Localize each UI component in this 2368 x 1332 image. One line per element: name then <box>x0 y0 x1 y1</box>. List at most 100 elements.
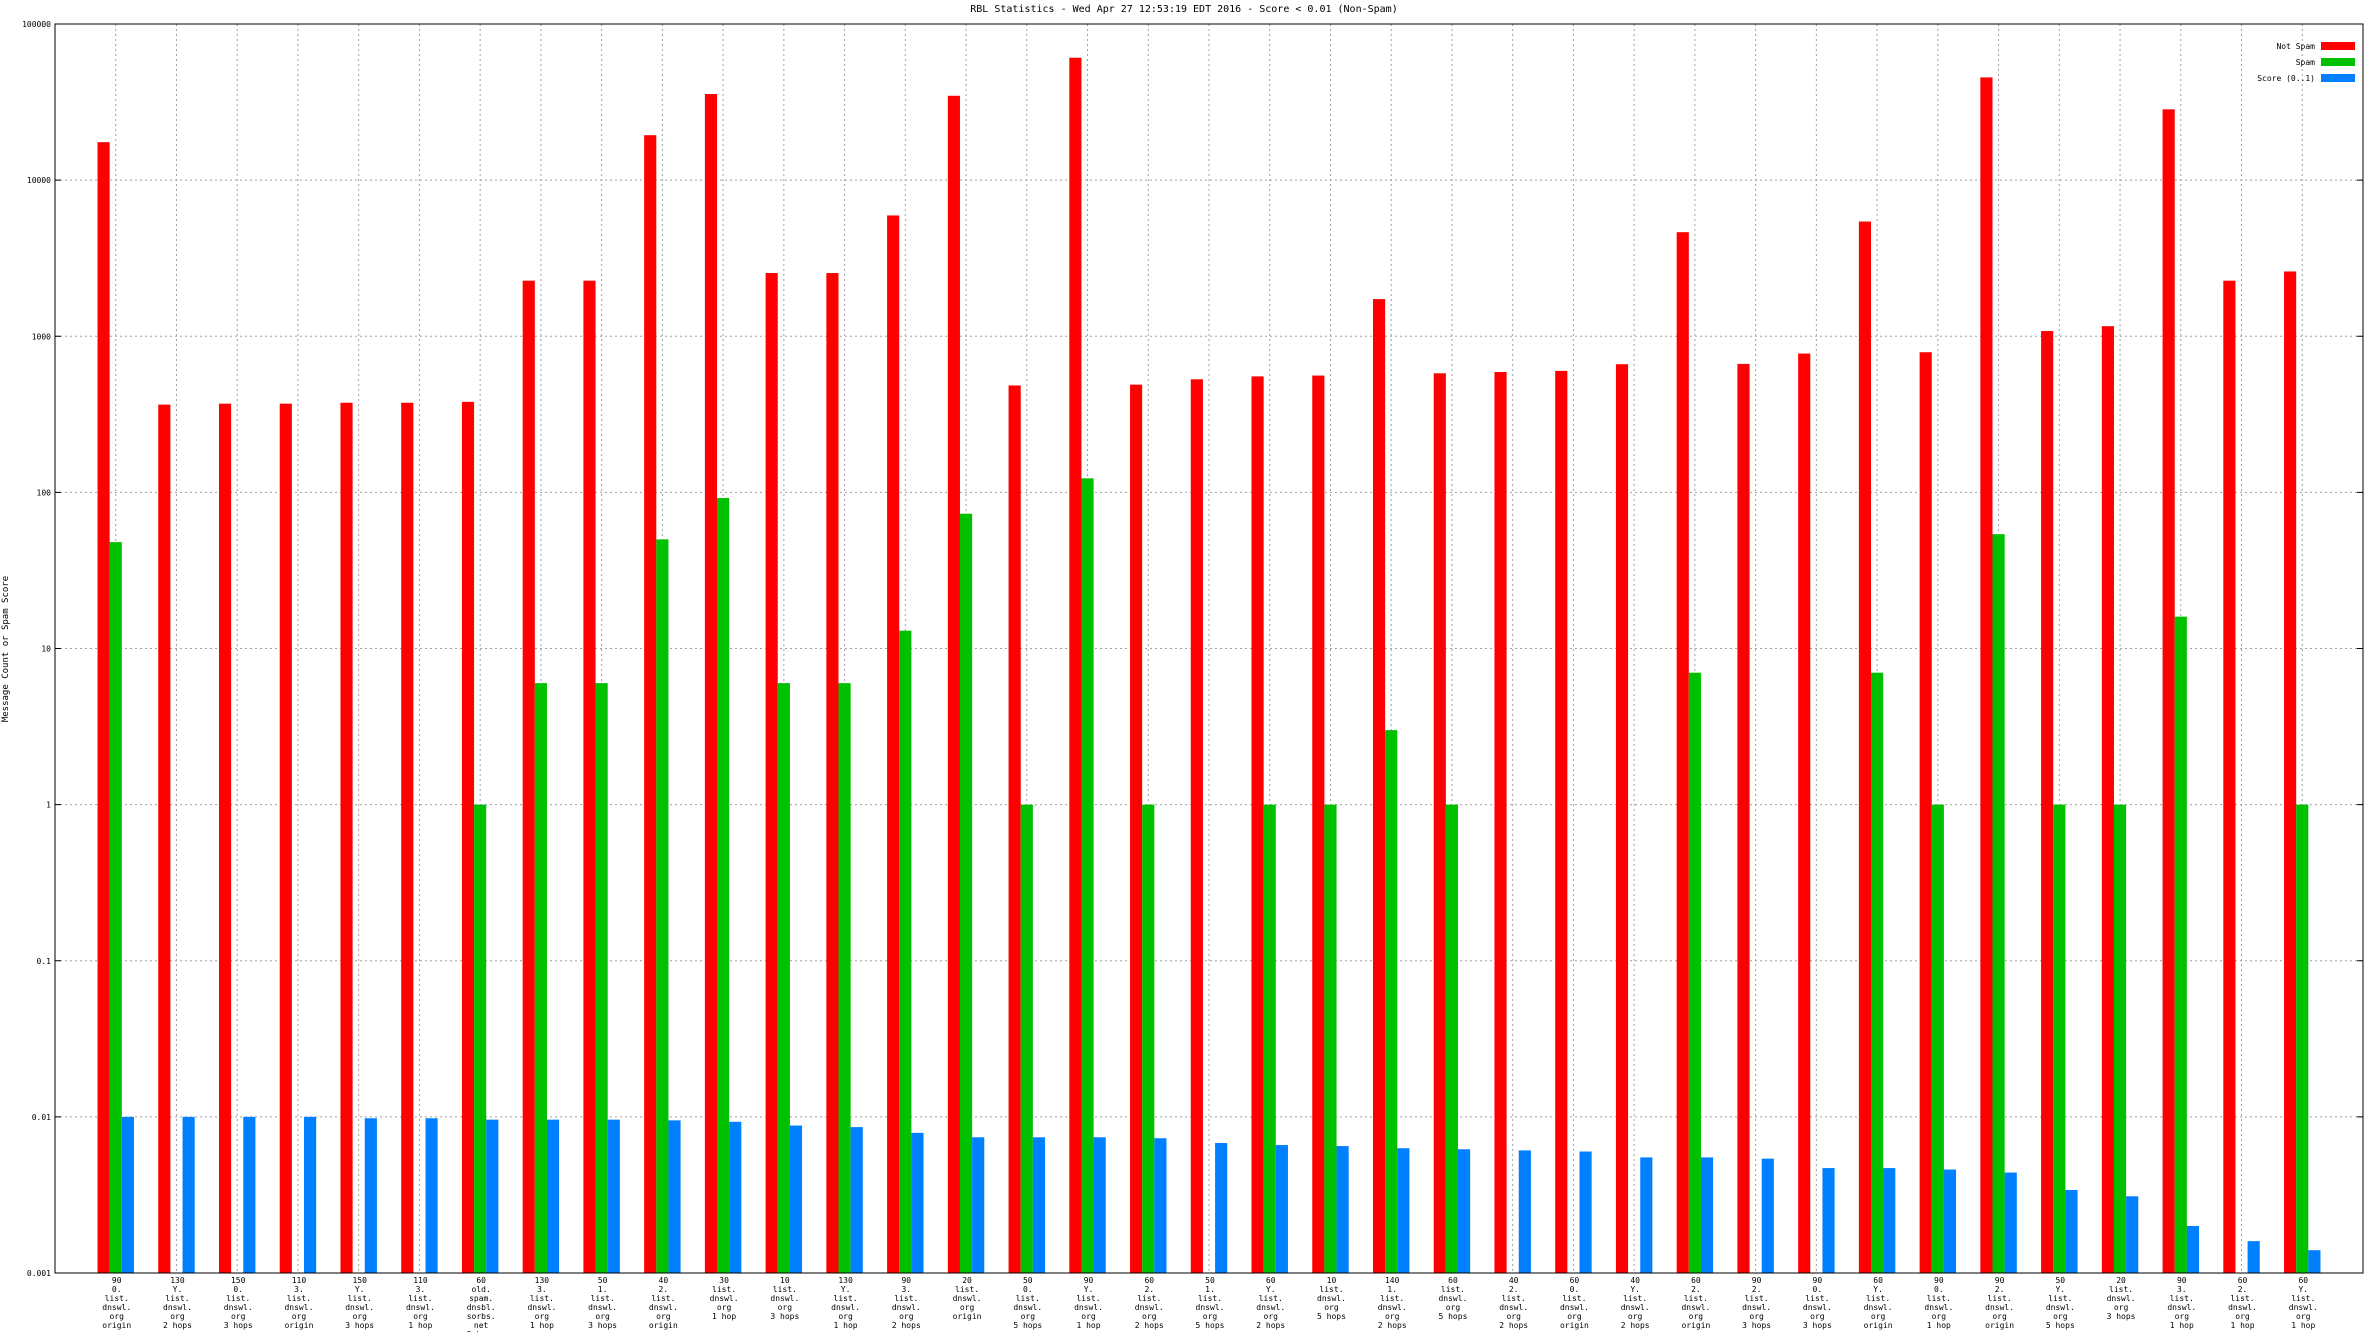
label-line: org <box>352 1312 367 1321</box>
bar <box>522 280 535 1273</box>
x-tick-label: 50 0. list. dnswl. org 5 hops <box>1013 1276 1042 1330</box>
label-line: list. <box>1805 1294 1829 1303</box>
bar <box>1093 1137 1106 1273</box>
x-tick-label: 50 1. list. dnswl. org 3 hops <box>588 1276 617 1330</box>
label-line: org <box>778 1303 793 1312</box>
label-line: 90 <box>112 1276 122 1285</box>
bar <box>1640 1157 1653 1273</box>
legend-label: Score (0..1) <box>2257 74 2315 83</box>
bar <box>364 1118 377 1273</box>
bar <box>109 542 122 1273</box>
bar <box>2065 1190 2078 1273</box>
y-tick-label: 100 <box>37 488 52 497</box>
bar <box>729 1121 742 1273</box>
bar <box>668 1120 681 1273</box>
label-line: dnswl. <box>284 1303 313 1312</box>
x-tick-label: 140 1. list. dnswl. org 2 hops <box>1378 1276 1407 1330</box>
bar <box>2296 804 2309 1273</box>
label-line: org <box>2296 1312 2311 1321</box>
label-line: dnswl. <box>1681 1303 1710 1312</box>
x-tick-label: 90 0. list. dnswl. org origin <box>102 1276 131 1330</box>
label-line: org <box>1021 1312 1036 1321</box>
label-line: list. <box>1259 1294 1283 1303</box>
label-line: origin <box>1864 1321 1893 1330</box>
bar <box>1433 373 1446 1273</box>
label-line: 3. <box>416 1285 426 1294</box>
label-line: 1 hop <box>2230 1321 2254 1330</box>
label-line: dnswl. <box>1317 1294 1346 1303</box>
label-line: dnswl. <box>831 1303 860 1312</box>
label-line: dnswl. <box>649 1303 678 1312</box>
label-line: 60 <box>1873 1276 1883 1285</box>
label-line: list. <box>1502 1294 1526 1303</box>
bar <box>1822 1168 1835 1273</box>
label-line: 1 hop <box>834 1321 858 1330</box>
label-line: Y. <box>1084 1285 1094 1294</box>
label-line: dnswl. <box>224 1303 253 1312</box>
label-line: dnswl. <box>588 1303 617 1312</box>
label-line: list. <box>651 1294 675 1303</box>
bar <box>1494 372 1507 1273</box>
label-line: 130 <box>170 1276 185 1285</box>
label-line: dnswl. <box>1803 1303 1832 1312</box>
label-line: 60 <box>2298 1276 2308 1285</box>
bar <box>1615 364 1629 1274</box>
label-line: org <box>110 1312 125 1321</box>
bar <box>1761 1158 1774 1273</box>
label-line: dnswl. <box>1924 1303 1953 1312</box>
label-line: dnswl. <box>163 1303 192 1312</box>
bar <box>899 630 912 1273</box>
label-line: org <box>1992 1312 2007 1321</box>
label-line: dnswl. <box>1196 1303 1225 1312</box>
label-line: org <box>960 1303 975 1312</box>
label-line: 2. <box>2238 1285 2248 1294</box>
label-line: origin <box>953 1312 982 1321</box>
label-line: org <box>595 1312 610 1321</box>
bar <box>1251 376 1264 1273</box>
bar <box>1385 730 1398 1273</box>
bar <box>959 513 973 1273</box>
label-line: 3 hops <box>1742 1321 1771 1330</box>
bar <box>121 1116 134 1273</box>
label-line: list. <box>834 1294 858 1303</box>
label-line: 1. <box>598 1285 608 1294</box>
bar <box>1737 363 1750 1273</box>
label-line: 150 <box>352 1276 367 1285</box>
label-line: list. <box>1745 1294 1769 1303</box>
x-tick-label: 10 list. dnswl. org 5 hops <box>1317 1276 1346 1321</box>
bar <box>1081 478 1094 1273</box>
label-line: 20 <box>2116 1276 2126 1285</box>
label-line: list. <box>530 1294 554 1303</box>
label-line: 60 <box>2238 1276 2248 1285</box>
bar <box>546 1119 560 1273</box>
label-line: list. <box>1927 1294 1951 1303</box>
label-line: Y. <box>2055 1285 2065 1294</box>
label-line: 1 hop <box>530 1321 554 1330</box>
legend-swatch <box>2321 58 2355 66</box>
label-line: 50 <box>2055 1276 2065 1285</box>
label-line: dnswl. <box>1013 1303 1042 1312</box>
x-tick-label: 60 Y. list. dnswl. org origin <box>1864 1276 1893 1330</box>
label-line: 10 <box>780 1276 790 1285</box>
x-tick-label: 130 Y. list. dnswl. org 2 hops <box>163 1276 192 1330</box>
y-tick-label: 1000 <box>32 332 51 341</box>
label-line: 2. <box>1995 1285 2005 1294</box>
label-line: 90 <box>1084 1276 1094 1285</box>
bar <box>279 403 292 1273</box>
bar <box>1458 1149 1471 1273</box>
bar <box>1312 375 1325 1273</box>
x-tick-label: 60 2. list. dnswl. org 2 hops <box>1135 1276 1164 1330</box>
label-line: org <box>2235 1312 2250 1321</box>
label-line: 5 hops <box>2046 1321 2075 1330</box>
label-line: 1. <box>1205 1285 1215 1294</box>
label-line: 1 hop <box>2170 1321 2194 1330</box>
bar <box>1008 385 1021 1274</box>
label-line: dnswl. <box>2046 1303 2075 1312</box>
label-line: 110 <box>292 1276 307 1285</box>
label-line: 3 hops <box>588 1321 617 1330</box>
label-line: list. <box>2109 1285 2133 1294</box>
label-line: 0. <box>1813 1285 1823 1294</box>
bar <box>1336 1146 1349 1273</box>
